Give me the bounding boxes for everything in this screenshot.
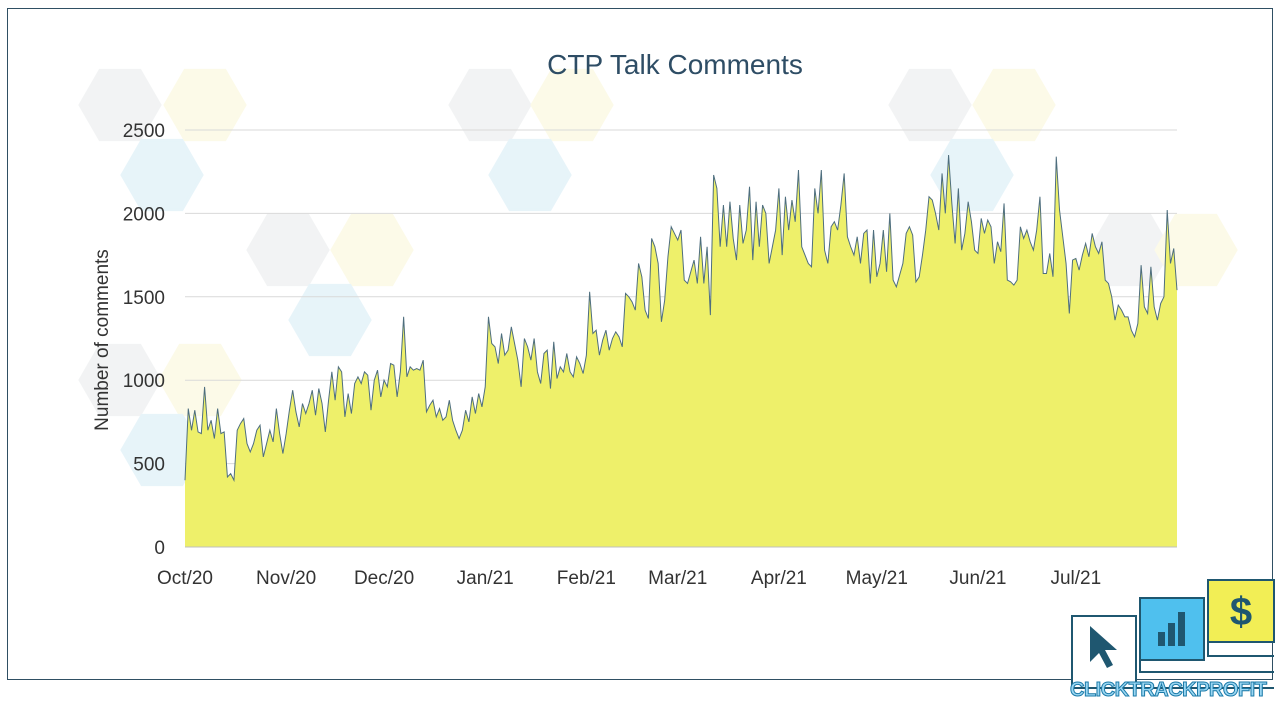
watermark-hexagon [1154, 213, 1238, 287]
watermark-hexagon [972, 68, 1056, 142]
y-tick-label: 2500 [123, 121, 165, 142]
watermark-hexagon [330, 213, 414, 287]
bar-chart-icon [1158, 612, 1185, 646]
watermark-hexagon [78, 343, 162, 417]
y-tick-label: 500 [133, 455, 165, 476]
watermark-hexagon [488, 138, 572, 212]
x-tick-label: Jul/21 [1050, 568, 1101, 589]
x-tick-label: Jun/21 [949, 568, 1006, 589]
chart-title: CTP Talk Comments [547, 49, 803, 80]
watermark-hexagon [120, 413, 204, 487]
x-tick-label: Dec/20 [354, 568, 414, 589]
watermark-hexagon [246, 213, 330, 287]
clicktrackprofit-logo: $ [1071, 579, 1275, 689]
watermark-background [78, 68, 1238, 487]
watermark-hexagon [930, 138, 1014, 212]
y-axis-label: Number of comments [92, 249, 113, 431]
y-axis: 0 500 1000 1500 2000 2500 [123, 121, 165, 559]
y-tick-label: 0 [154, 538, 165, 559]
x-tick-label: Oct/20 [157, 568, 213, 589]
watermark-hexagon [530, 68, 614, 142]
watermark-hexagon [78, 68, 162, 142]
logo-box-dollar [1207, 579, 1275, 643]
watermark-hexagon [120, 138, 204, 212]
area-series [185, 155, 1177, 547]
logo-box-chart [1139, 597, 1205, 661]
x-tick-label: Apr/21 [751, 568, 807, 589]
x-tick-label: May/21 [846, 568, 908, 589]
cursor-icon [1090, 626, 1117, 668]
x-tick-label: Nov/20 [256, 568, 316, 589]
x-tick-label: Feb/21 [557, 568, 616, 589]
y-tick-label: 1500 [123, 288, 165, 309]
logo-lines [1072, 642, 1274, 689]
x-tick-label: Jan/21 [457, 568, 514, 589]
watermark-hexagon [288, 283, 372, 357]
x-axis: Oct/20 Nov/20 Dec/20 Jan/21 Feb/21 Mar/21 Apr/… [157, 568, 1101, 589]
y-tick-label: 1000 [123, 371, 165, 392]
dollar-icon: $ [1230, 590, 1252, 634]
y-tick-label: 2000 [123, 204, 165, 225]
watermark-hexagon [448, 68, 532, 142]
watermark-hexagon [163, 68, 247, 142]
series-line [184, 154, 1178, 483]
watermark-hexagon [888, 68, 972, 142]
logo-text: CLICKTRACKPROFIT [1070, 679, 1268, 702]
x-tick-label: Mar/21 [648, 568, 707, 589]
